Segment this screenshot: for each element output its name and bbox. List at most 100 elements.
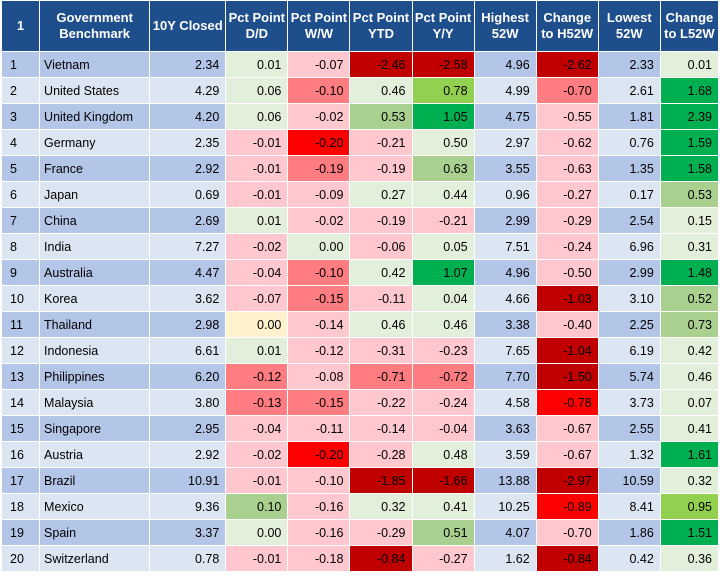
lowest-52w: 2.33 [597, 51, 661, 78]
pct-yy-cell: -0.27 [411, 545, 475, 572]
pct-dd-cell: 0.01 [225, 207, 289, 234]
change-l52w-cell: 0.31 [659, 233, 720, 260]
pct-yy-cell: -0.24 [411, 389, 475, 416]
row-index: 16 [0, 441, 41, 468]
closed-yield: 7.27 [149, 233, 227, 260]
header-ch52: Change to H52W [535, 0, 599, 52]
row-index: 1 [0, 51, 41, 78]
pct-ww-cell: 0.00 [287, 233, 351, 260]
country-name: Switzerland [39, 545, 151, 572]
table-row: 18 Mexico 9.36 0.10 -0.16 0.32 0.41 10.25 -0.89 8… [0, 493, 720, 520]
table-row: 11 Thailand 2.98 0.00 -0.14 0.46 0.46 3.38 -0.40… [0, 311, 720, 338]
highest-52w: 2.97 [473, 129, 537, 156]
table-row: 10 Korea 3.62 -0.07 -0.15 -0.11 0.04 4.66 -1.03 3… [0, 285, 720, 312]
row-index: 7 [0, 207, 41, 234]
highest-52w: 4.96 [473, 51, 537, 78]
change-h52w-cell: -0.62 [535, 129, 599, 156]
row-index: 2 [0, 77, 41, 104]
row-index: 12 [0, 337, 41, 364]
lowest-52w: 0.17 [597, 181, 661, 208]
pct-ww-cell: -0.09 [287, 181, 351, 208]
row-index: 15 [0, 415, 41, 442]
header-index: 1 [0, 0, 41, 52]
change-l52w-cell: 0.41 [659, 415, 720, 442]
country-name: Singapore [39, 415, 151, 442]
country-name: Vietnam [39, 51, 151, 78]
pct-yy-cell: 1.05 [411, 103, 475, 130]
highest-52w: 3.63 [473, 415, 537, 442]
pct-ww-cell: -0.07 [287, 51, 351, 78]
header-h52: Highest 52W [473, 0, 537, 52]
change-l52w-cell: 0.01 [659, 51, 720, 78]
closed-yield: 6.61 [149, 337, 227, 364]
country-name: Korea [39, 285, 151, 312]
header-ytd: Pct Point YTD [349, 0, 413, 52]
table-row: 7 China 2.69 0.01 -0.02 -0.19 -0.21 2.99 -0.29 2.… [0, 207, 720, 234]
closed-yield: 2.69 [149, 207, 227, 234]
table-body: 1 Vietnam 2.34 0.01 -0.07 -2.46 -2.58 4.96 -2.62… [0, 51, 720, 572]
closed-yield: 2.34 [149, 51, 227, 78]
change-h52w-cell: -0.84 [535, 545, 599, 572]
lowest-52w: 2.54 [597, 207, 661, 234]
country-name: Japan [39, 181, 151, 208]
row-index: 17 [0, 467, 41, 494]
country-name: Malaysia [39, 389, 151, 416]
header-dd: Pct Point D/D [225, 0, 289, 52]
pct-yy-cell: 0.46 [411, 311, 475, 338]
header-yy: Pct Point Y/Y [411, 0, 475, 52]
lowest-52w: 1.81 [597, 103, 661, 130]
pct-dd-cell: 0.01 [225, 337, 289, 364]
pct-yy-cell: 0.78 [411, 77, 475, 104]
pct-dd-cell: -0.13 [225, 389, 289, 416]
lowest-52w: 2.25 [597, 311, 661, 338]
highest-52w: 4.07 [473, 519, 537, 546]
pct-ytd-cell: -0.14 [349, 415, 413, 442]
pct-ytd-cell: -0.31 [349, 337, 413, 364]
pct-dd-cell: -0.04 [225, 415, 289, 442]
pct-yy-cell: 0.63 [411, 155, 475, 182]
closed-yield: 3.62 [149, 285, 227, 312]
closed-yield: 9.36 [149, 493, 227, 520]
row-index: 18 [0, 493, 41, 520]
change-l52w-cell: 0.36 [659, 545, 720, 572]
pct-yy-cell: 0.41 [411, 493, 475, 520]
table-row: 15 Singapore 2.95 -0.04 -0.11 -0.14 -0.04 3.63-… [0, 415, 720, 442]
lowest-52w: 1.35 [597, 155, 661, 182]
pct-ww-cell: -0.16 [287, 493, 351, 520]
highest-52w: 4.75 [473, 103, 537, 130]
row-index: 13 [0, 363, 41, 390]
change-h52w-cell: -0.89 [535, 493, 599, 520]
change-l52w-cell: 2.39 [659, 103, 720, 130]
lowest-52w: 3.10 [597, 285, 661, 312]
pct-dd-cell: -0.07 [225, 285, 289, 312]
row-index: 8 [0, 233, 41, 260]
closed-yield: 2.95 [149, 415, 227, 442]
header-l52: Lowest 52W [597, 0, 661, 52]
pct-ww-cell: -0.02 [287, 207, 351, 234]
pct-yy-cell: 0.50 [411, 129, 475, 156]
pct-dd-cell: 0.01 [225, 51, 289, 78]
pct-ww-cell: -0.16 [287, 519, 351, 546]
closed-yield: 2.98 [149, 311, 227, 338]
change-h52w-cell: -1.04 [535, 337, 599, 364]
pct-dd-cell: 0.06 [225, 103, 289, 130]
pct-ytd-cell: -0.71 [349, 363, 413, 390]
change-l52w-cell: 0.32 [659, 467, 720, 494]
change-h52w-cell: -0.78 [535, 389, 599, 416]
header-closed: 10Y Closed [149, 0, 227, 52]
closed-yield: 2.92 [149, 155, 227, 182]
pct-dd-cell: -0.02 [225, 441, 289, 468]
lowest-52w: 1.86 [597, 519, 661, 546]
highest-52w: 3.38 [473, 311, 537, 338]
country-name: United Kingdom [39, 103, 151, 130]
pct-dd-cell: -0.01 [225, 545, 289, 572]
table-row: 6 Japan 0.69 -0.01 -0.09 0.27 0.44 0.96 -0.27 0.1… [0, 181, 720, 208]
change-l52w-cell: 1.61 [659, 441, 720, 468]
pct-ytd-cell: -0.84 [349, 545, 413, 572]
pct-ww-cell: -0.15 [287, 285, 351, 312]
pct-ww-cell: -0.12 [287, 337, 351, 364]
table-row: 17 Brazil 10.91 -0.01 -0.10 -1.85 -1.66 13.88 -2… [0, 467, 720, 494]
change-h52w-cell: -0.70 [535, 77, 599, 104]
closed-yield: 4.29 [149, 77, 227, 104]
